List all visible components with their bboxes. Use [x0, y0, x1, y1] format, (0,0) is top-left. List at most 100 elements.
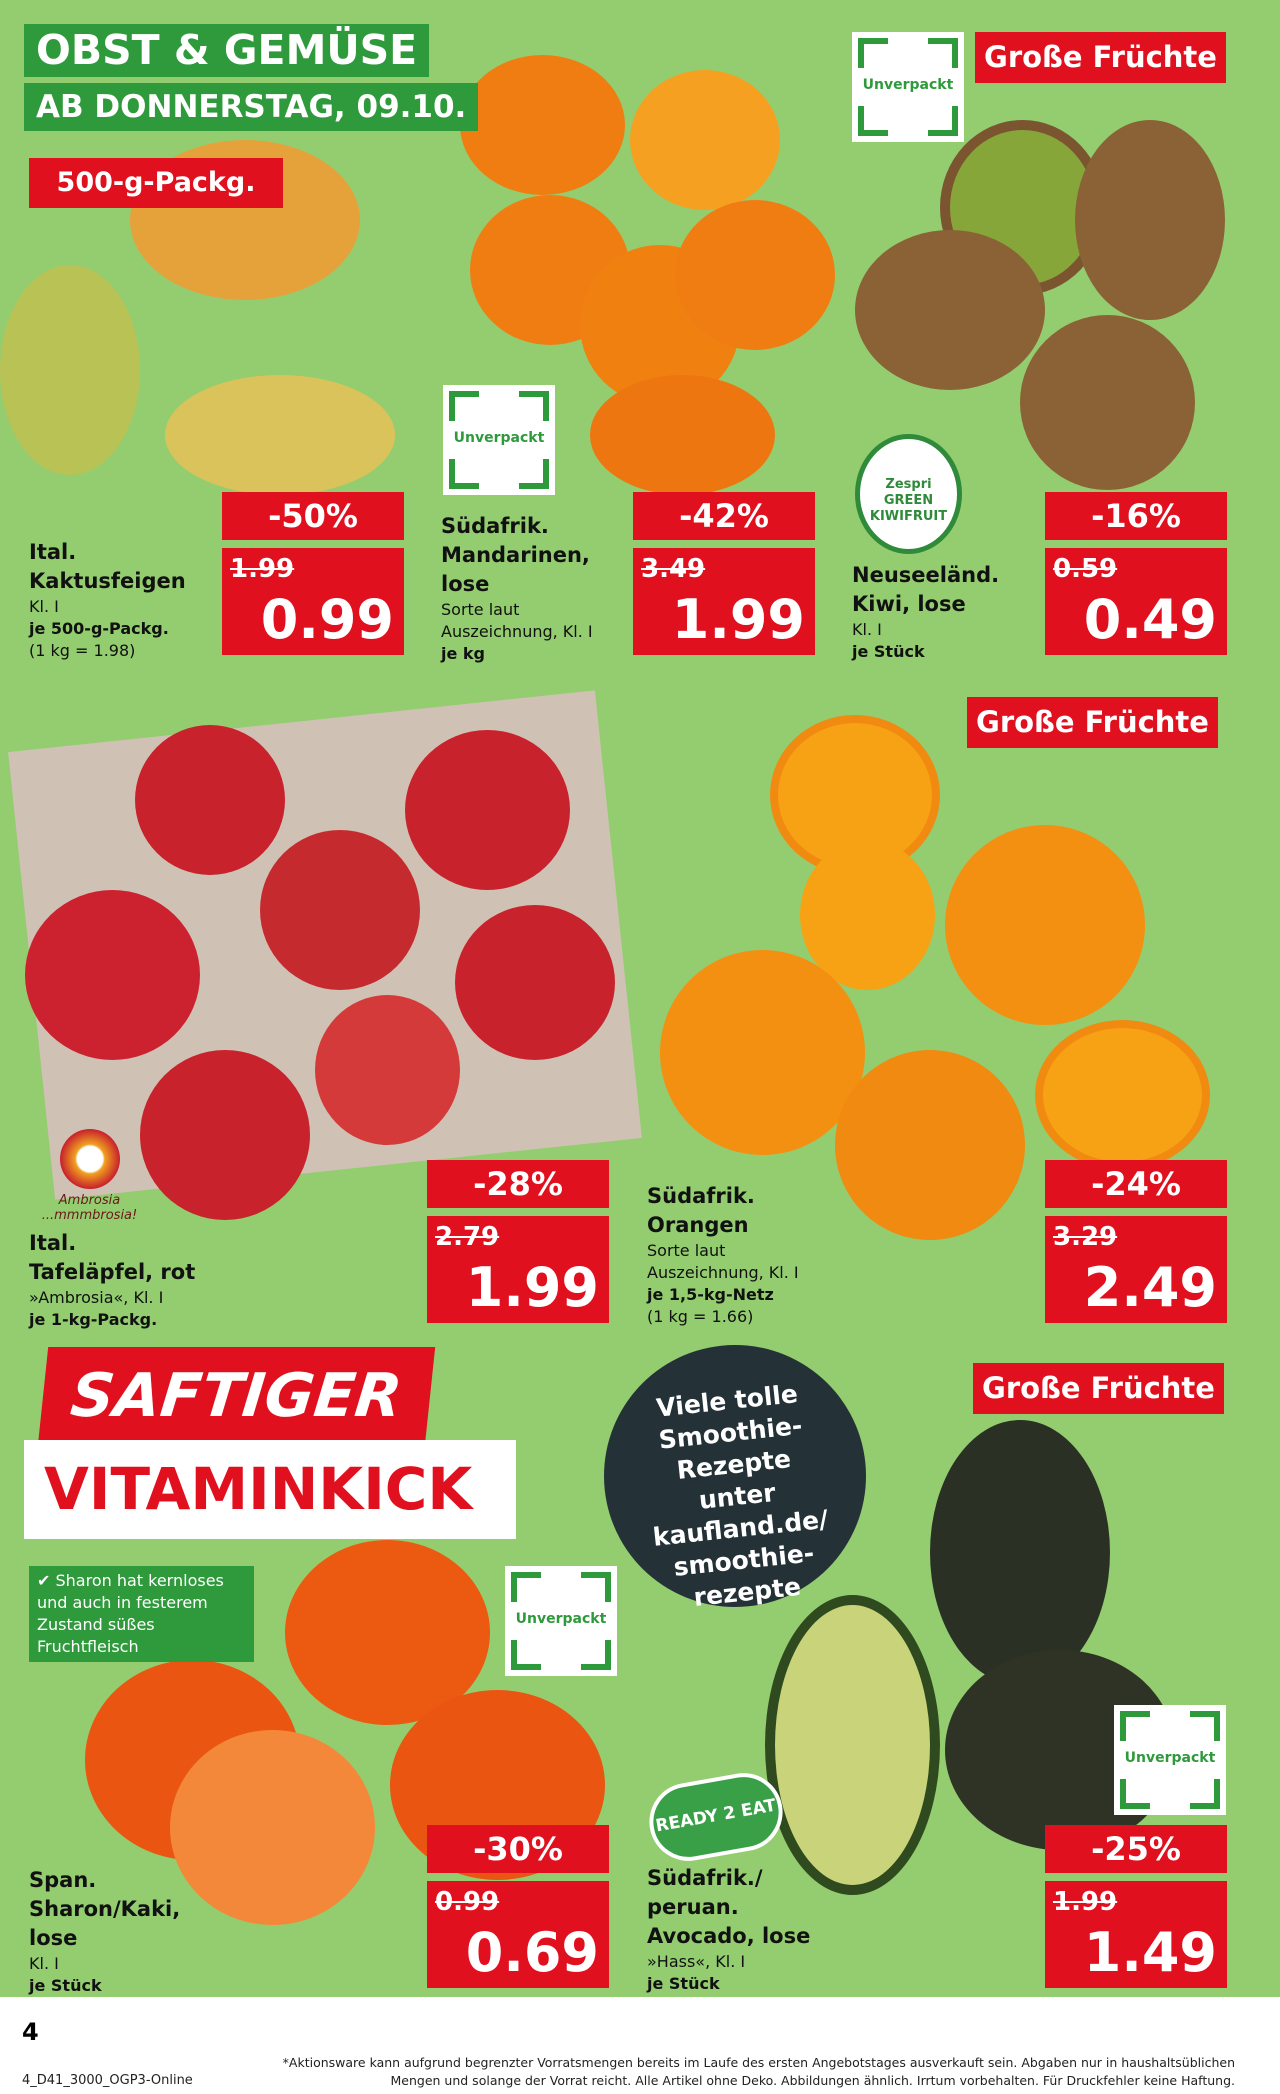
unverpackt-badge: Unverpackt [505, 1566, 617, 1676]
product-name-line: Ital. [29, 540, 77, 564]
discount-badge: -16% [1045, 492, 1227, 540]
price-box: 0.59 0.49 [1045, 548, 1227, 655]
discount-badge: -25% [1045, 1825, 1227, 1873]
old-price: 0.59 [1053, 554, 1118, 584]
price-box: 3.29 2.49 [1045, 1216, 1227, 1323]
product-name-line: lose [441, 572, 490, 596]
product-name-line: Span. [29, 1868, 97, 1892]
apple-image [455, 905, 615, 1060]
product-detail: »Ambrosia«, Kl. I [29, 1288, 164, 1307]
kiwi-image [855, 230, 1045, 390]
big-fruit-badge: Große Früchte [973, 1363, 1224, 1414]
product-name-line: Tafeläpfel, rot [29, 1260, 196, 1284]
product-name-line: peruan. [647, 1895, 739, 1919]
disclaimer-line-1: *Aktionsware kann aufgrund begrenzter Vo… [282, 2055, 1235, 2070]
sharon-note: ✔ Sharon hat kernloses und auch in feste… [29, 1566, 254, 1662]
product-detail: Kl. I [29, 1954, 59, 1973]
mandarin-image [675, 200, 835, 350]
product-name-line: Ital. [29, 1231, 77, 1255]
product-unit: je Stück [29, 1976, 102, 1995]
product-detail: »Hass«, Kl. I [647, 1952, 746, 1971]
product-unit: je 500-g-Packg. [29, 619, 169, 638]
price-box: 0.99 0.69 [427, 1881, 609, 1988]
old-price: 3.49 [641, 554, 706, 584]
product-detail: Auszeichnung, Kl. I [441, 622, 593, 641]
discount-badge: -24% [1045, 1160, 1227, 1208]
price-box: 1.99 0.99 [222, 548, 404, 655]
unverpackt-label: Unverpackt [453, 430, 545, 447]
old-price: 0.99 [435, 1887, 500, 1917]
orange-image [660, 950, 865, 1155]
apple-image [315, 995, 460, 1145]
product-unit: je 1-kg-Packg. [29, 1310, 158, 1329]
old-price: 1.99 [230, 554, 295, 584]
apple-image [260, 830, 420, 990]
mandarin-image [460, 55, 625, 195]
unverpackt-label: Unverpackt [515, 1611, 607, 1628]
product-detail: Kl. I [852, 620, 882, 639]
smoothie-link[interactable]: Viele tolle Smoothie-Rezepte unter kaufl… [651, 1379, 830, 1612]
product-info: Südafrik. Mandarinen, lose Sorte laut Auszei… [441, 512, 593, 665]
apple-image [25, 890, 200, 1060]
page-number: 4 [22, 2018, 39, 2046]
product-name-line: Südafrik. [647, 1184, 755, 1208]
persimmon-image [170, 1730, 375, 1925]
product-detail: Sorte laut [647, 1241, 726, 1260]
unverpackt-badge: Unverpackt [1114, 1705, 1226, 1815]
product-unit: je Stück [647, 1974, 720, 1993]
price-box: 3.49 1.99 [633, 548, 815, 655]
discount-badge: -28% [427, 1160, 609, 1208]
sale-price: 0.69 [465, 1921, 599, 1984]
kiwi-image [1020, 315, 1195, 490]
product-name-line: Neuseeländ. [852, 563, 1000, 587]
sale-price: 1.99 [465, 1256, 599, 1319]
base-price: (1 kg = 1.66) [647, 1307, 754, 1326]
old-price: 3.29 [1053, 1222, 1118, 1252]
apple-image [135, 725, 285, 875]
discount-badge: -30% [427, 1825, 609, 1873]
product-unit: je Stück [852, 642, 925, 661]
pack-badge: 500-g-Packg. [29, 158, 283, 208]
cactus-fig-image [165, 375, 395, 495]
sale-price: 1.99 [671, 588, 805, 651]
product-name-line: Avocado, lose [647, 1924, 811, 1948]
avocado-image [765, 1595, 940, 1895]
product-detail: Auszeichnung, Kl. I [647, 1263, 799, 1282]
kiwi-image [1075, 120, 1225, 320]
product-info: Span. Sharon/Kaki, lose Kl. I je Stück [29, 1866, 180, 1997]
apple-image [405, 730, 570, 890]
big-fruit-badge: Große Früchte [975, 32, 1226, 83]
old-price: 2.79 [435, 1222, 500, 1252]
cactus-fig-image [0, 265, 140, 475]
unverpackt-label: Unverpackt [862, 77, 954, 94]
product-info: Südafrik. Orangen Sorte laut Auszeichnung, … [647, 1182, 799, 1328]
product-name-line: Südafrik./ [647, 1866, 763, 1890]
product-name-line: lose [29, 1926, 78, 1950]
mandarin-image [590, 375, 775, 495]
old-price: 1.99 [1053, 1887, 1118, 1917]
price-box: 1.99 1.49 [1045, 1881, 1227, 1988]
persimmon-image [285, 1540, 490, 1725]
product-unit: je 1,5-kg-Netz [647, 1285, 774, 1304]
product-unit: je kg [441, 644, 485, 663]
big-fruit-badge: Große Früchte [967, 697, 1218, 748]
discount-badge: -42% [633, 492, 815, 540]
unverpackt-label: Unverpackt [1124, 1750, 1216, 1767]
price-box: 2.79 1.99 [427, 1216, 609, 1323]
orange-image [945, 825, 1145, 1025]
sale-price: 2.49 [1083, 1256, 1217, 1319]
zespri-logo: Zespri GREEN KIWIFRUIT [855, 434, 962, 554]
sale-price: 1.49 [1083, 1921, 1217, 1984]
product-info: Ital. Tafeläpfel, rot »Ambrosia«, Kl. I je … [29, 1229, 195, 1331]
discount-badge: -50% [222, 492, 404, 540]
unverpackt-badge: Unverpackt [852, 32, 964, 142]
orange-image [835, 1050, 1025, 1240]
product-name-line: Sharon/Kaki, [29, 1897, 181, 1921]
apple-image [140, 1050, 310, 1220]
product-name-line: Orangen [647, 1213, 749, 1237]
product-info: Ital. Kaktusfeigen Kl. I je 500-g-Packg. (1 … [29, 538, 186, 662]
offer-date: AB DONNERSTAG, 09.10. [24, 83, 479, 131]
unverpackt-badge: Unverpackt [443, 385, 555, 495]
product-info: Neuseeländ. Kiwi, lose Kl. I je Stück [852, 561, 999, 663]
sale-price: 0.49 [1083, 588, 1217, 651]
